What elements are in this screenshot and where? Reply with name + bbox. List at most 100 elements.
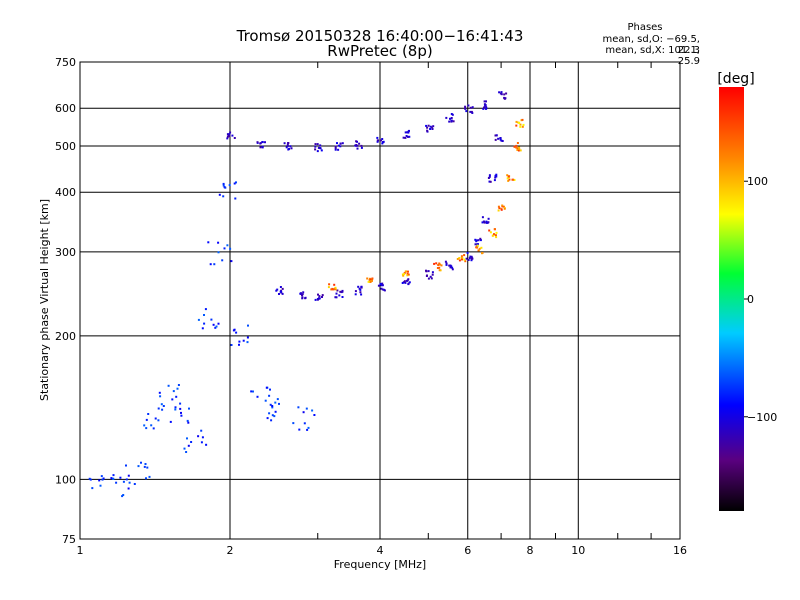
data-point-2-4-4 [339, 145, 342, 148]
data-point-1-6-5 [494, 228, 496, 231]
data-point-0-2-1 [321, 296, 323, 298]
data-point-3-8-0 [217, 241, 220, 244]
data-point-1-6-9 [495, 236, 498, 239]
data-point-3-11-8 [269, 388, 271, 391]
data-point-0-14-3 [503, 93, 506, 96]
data-point-0-11-2 [485, 220, 488, 223]
data-point-3-7-2 [197, 318, 200, 321]
data-point-2-6-4 [376, 136, 379, 139]
data-point-2-0-7 [226, 137, 229, 140]
data-point-3-11-5 [256, 395, 259, 398]
data-point-3-7-8 [215, 325, 218, 328]
data-point-3-4-0 [159, 395, 162, 398]
data-point-3-13-9 [297, 406, 300, 409]
data-point-0-7-5 [429, 275, 432, 278]
data-point-2-10-7 [471, 112, 474, 114]
data-point-2-6-6 [380, 139, 382, 142]
data-point-0-6-4 [407, 278, 410, 281]
data-point-0-3-6 [338, 294, 341, 297]
x-tick-label-6: 6 [464, 544, 471, 557]
data-point-3-5-7 [174, 408, 177, 411]
data-point-3-12-5 [268, 412, 271, 415]
data-point-2-3-1 [316, 143, 319, 146]
data-point-1-8-0 [507, 179, 510, 182]
data-point-2-6-9 [381, 142, 384, 145]
data-point-1-4-3 [463, 258, 466, 261]
data-point-2-4-5 [334, 148, 337, 151]
data-point-1-3-9 [438, 262, 441, 265]
data-point-1-0-6 [331, 287, 334, 290]
data-point-0-6-8 [401, 282, 404, 284]
chart-title: Tromsø 20150328 16:40:00−16:41:43 [236, 27, 524, 45]
data-point-2-11-8 [485, 107, 488, 110]
data-point-0-8-5 [451, 266, 454, 269]
data-point-2-9-9 [448, 120, 451, 123]
data-point-0-12-5 [495, 173, 498, 176]
data-point-2-4-2 [336, 142, 338, 145]
data-point-3-6-8 [190, 441, 193, 443]
data-point-0-6-9 [407, 283, 410, 286]
data-point-0-4-3 [354, 290, 357, 293]
data-point-1-0-4 [330, 288, 333, 291]
data-point-3-3-1 [154, 417, 157, 420]
data-point-0-5-1 [377, 284, 380, 287]
data-point-2-8-2 [427, 124, 430, 127]
data-point-3-5-1 [179, 407, 182, 410]
data-point-3-0-8 [89, 478, 92, 481]
data-point-3-6-2 [183, 447, 186, 450]
data-point-3-6-4 [200, 441, 203, 444]
data-point-0-12-4 [488, 174, 491, 177]
data-point-0-3-9 [334, 296, 337, 299]
data-point-1-10-3 [515, 124, 518, 127]
x-tick-label-10: 10 [571, 544, 585, 557]
data-point-2-7-9 [404, 131, 407, 134]
data-point-3-0-5 [101, 478, 104, 481]
data-point-1-8-1 [513, 179, 516, 181]
data-point-3-8-1 [230, 260, 233, 263]
data-point-3-4-9 [167, 384, 170, 387]
data-point-0-8-7 [450, 265, 453, 268]
data-point-1-0-8 [327, 286, 330, 289]
data-point-0-4-2 [358, 287, 361, 290]
data-point-1-7-4 [497, 205, 500, 208]
stats-heading: Phases [627, 22, 663, 33]
data-point-2-8-6 [432, 125, 435, 128]
data-point-1-4-6 [458, 257, 461, 259]
data-point-3-13-4 [298, 428, 301, 431]
data-point-3-7-0 [204, 308, 207, 311]
data-point-0-0-0 [281, 287, 284, 290]
data-point-2-6-8 [376, 139, 379, 142]
data-point-0-2-9 [321, 294, 324, 297]
data-point-1-0-5 [334, 286, 337, 289]
data-point-2-7-1 [407, 135, 409, 138]
data-point-2-1-7 [259, 142, 262, 145]
y-tick-label-200: 200 [55, 330, 76, 343]
data-point-3-1-3 [122, 494, 125, 496]
data-point-0-8-6 [451, 268, 454, 271]
data-point-2-2-1 [290, 147, 293, 150]
data-point-1-4-7 [456, 258, 459, 260]
data-point-3-4-8 [177, 384, 180, 386]
data-point-1-10-5 [515, 120, 518, 123]
data-point-3-1-5 [119, 476, 122, 479]
data-point-1-7-3 [500, 208, 503, 211]
data-point-3-2-6 [127, 474, 130, 477]
data-point-1-3-8 [436, 267, 439, 269]
data-point-1-1-2 [370, 280, 373, 282]
data-point-0-9-3 [466, 251, 469, 254]
data-point-0-0-6 [278, 293, 280, 295]
data-point-0-5-6 [383, 288, 385, 291]
data-point-2-2-6 [286, 143, 289, 146]
data-point-1-7-8 [503, 207, 506, 210]
data-point-1-10-9 [519, 123, 522, 126]
data-point-3-11-9 [271, 405, 274, 407]
data-point-0-7-8 [431, 273, 434, 276]
data-point-0-12-2 [493, 179, 496, 182]
data-point-1-9-4 [519, 149, 522, 152]
data-point-3-2-9 [140, 461, 142, 464]
data-point-0-13-4 [501, 140, 504, 142]
data-point-3-10-5 [230, 344, 233, 346]
data-point-3-4-4 [162, 405, 165, 407]
data-point-2-8-1 [429, 128, 432, 130]
